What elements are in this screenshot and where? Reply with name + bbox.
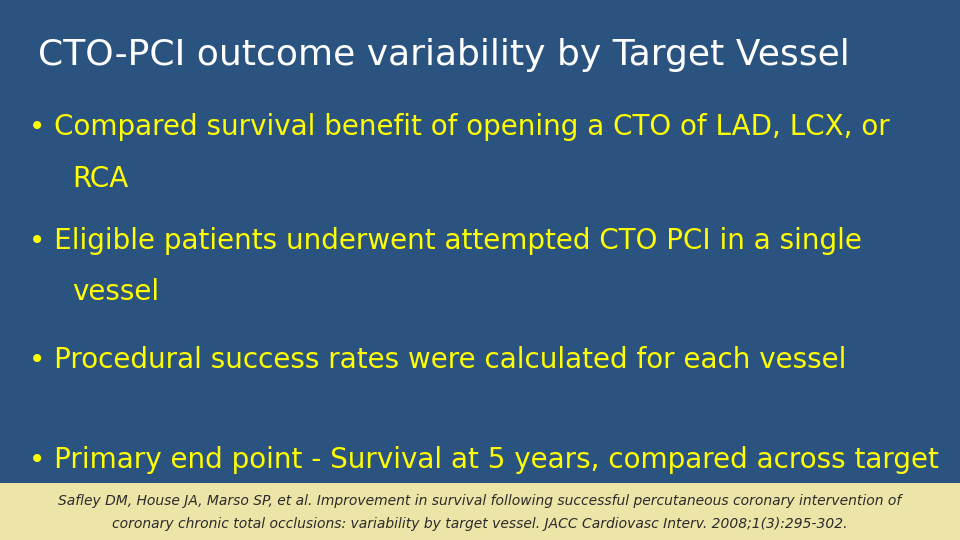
Bar	[0, 483, 960, 540]
Text: • Eligible patients underwent attempted CTO PCI in a single: • Eligible patients underwent attempted …	[29, 227, 862, 255]
Text: vessel: vessel	[72, 278, 159, 306]
Text: RCA: RCA	[72, 165, 129, 193]
Text: coronary chronic total occlusions: variability by target vessel. JACC Cardiovasc: coronary chronic total occlusions: varia…	[112, 517, 848, 531]
Text: • Compared survival benefit of opening a CTO of LAD, LCX, or: • Compared survival benefit of opening a…	[29, 113, 890, 141]
Text: • Procedural success rates were calculated for each vessel: • Procedural success rates were calculat…	[29, 346, 846, 374]
Text: • Primary end point - Survival at 5 years, compared across target: • Primary end point - Survival at 5 year…	[29, 446, 939, 474]
Text: Safley DM, House JA, Marso SP, et al. Improvement in survival following successf: Safley DM, House JA, Marso SP, et al. Im…	[59, 495, 901, 509]
Text: CTO-PCI outcome variability by Target Vessel: CTO-PCI outcome variability by Target Ve…	[38, 38, 851, 72]
